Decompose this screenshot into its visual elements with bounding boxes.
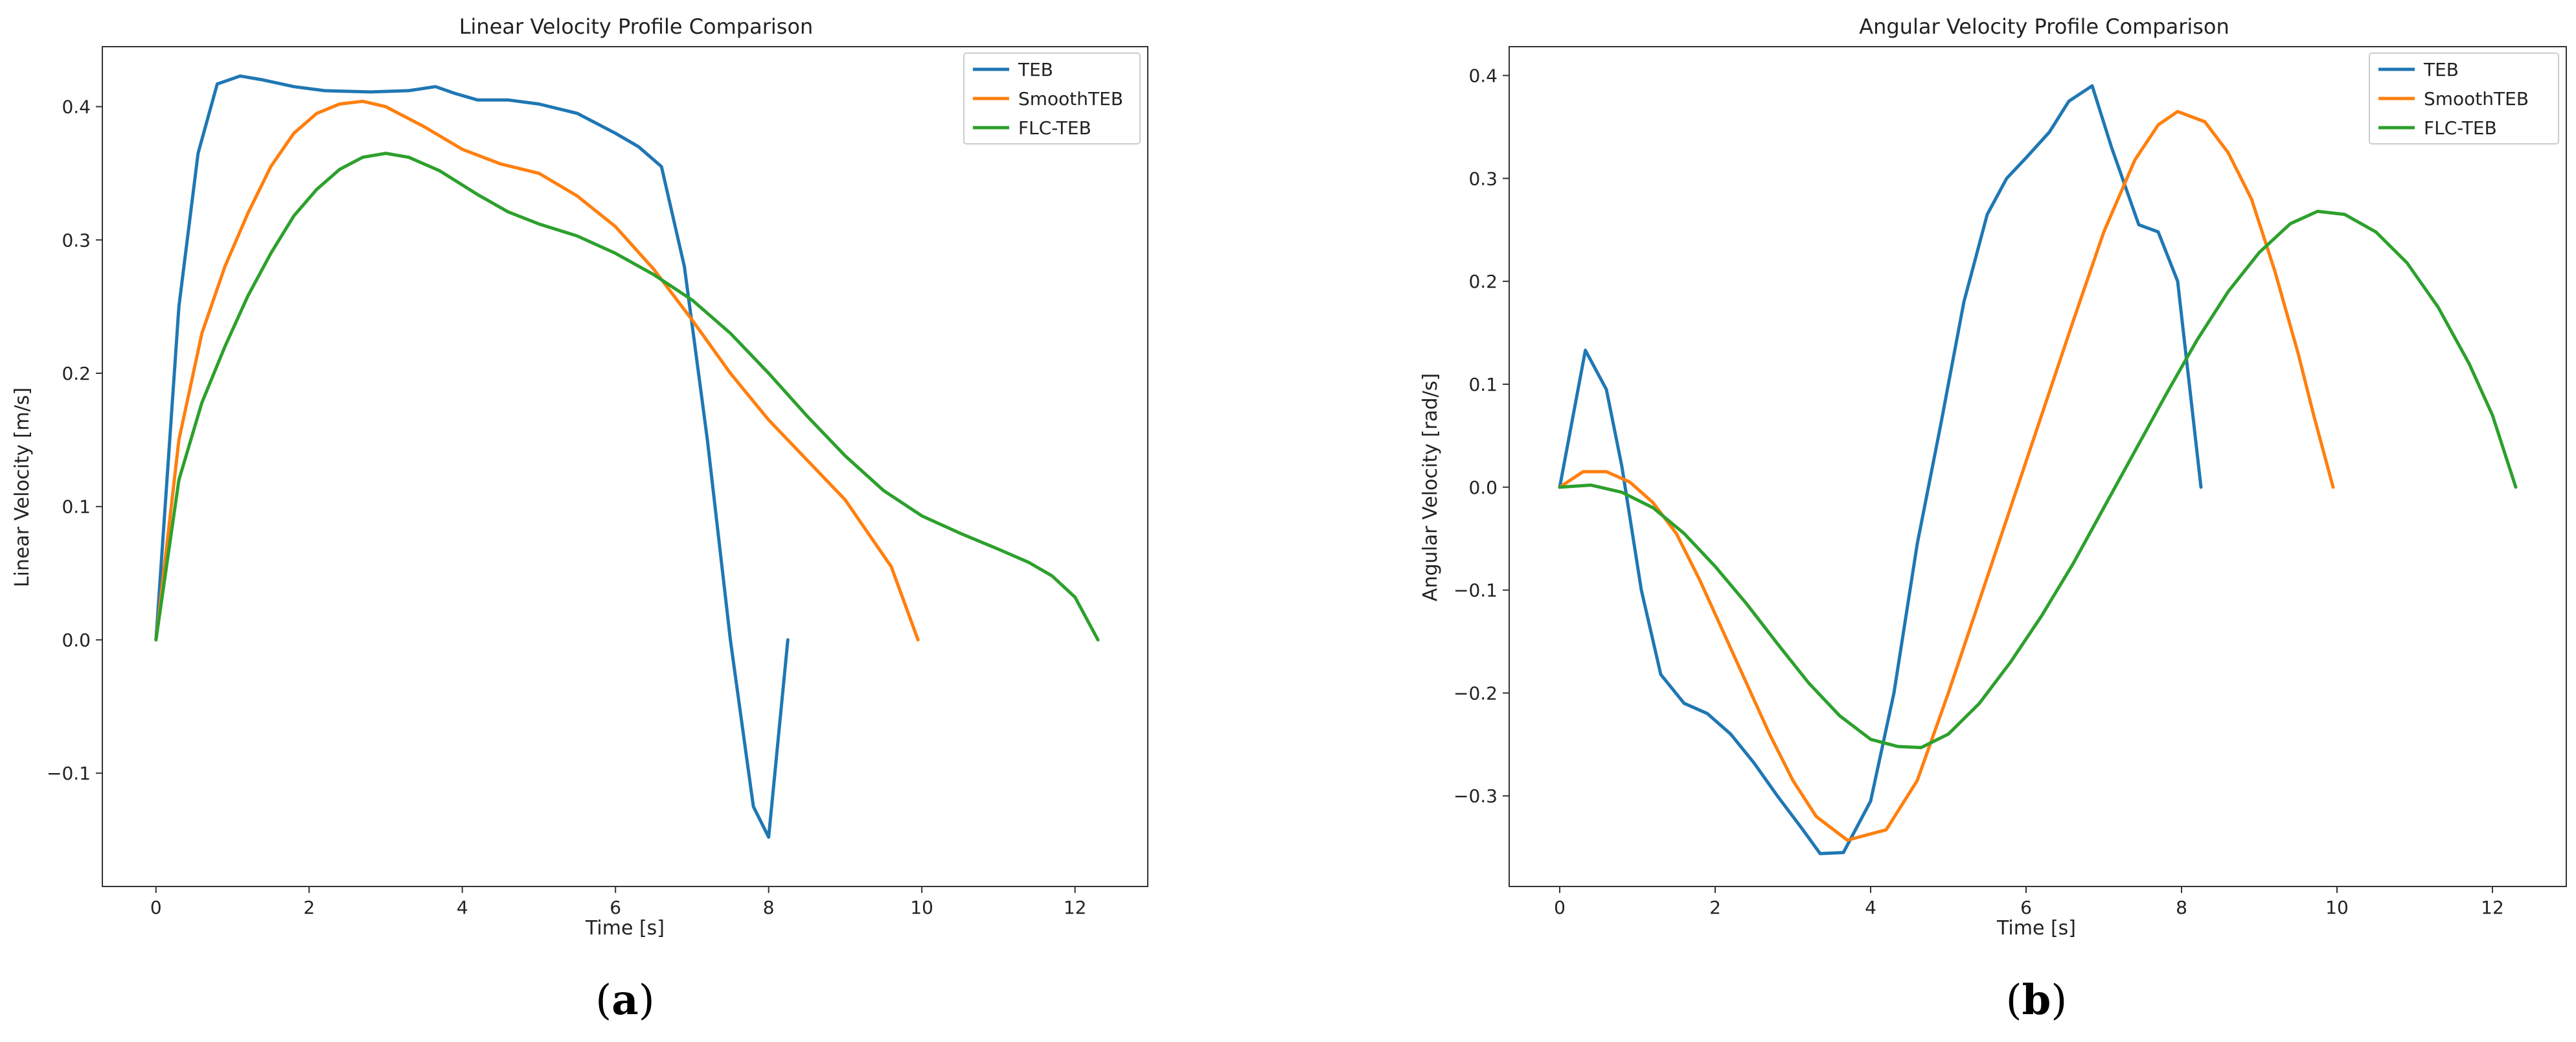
caption-b: (b) [2006,976,2068,1025]
legend-box [963,52,1141,145]
chart-title: Linear Velocity Profile Comparison [459,14,814,39]
x-tick-label: 8 [2176,897,2187,918]
series-line-teb [1558,84,2203,855]
series-line-smoothteb [1558,110,2335,842]
y-tick-label: 0.1 [1468,374,1498,395]
y-tick-label: −0.2 [1453,682,1498,704]
caption-letter: a [611,976,638,1025]
series-line-smoothteb [154,99,920,642]
x-tick-label: 10 [2325,897,2349,918]
y-axis-label: Angular Velocity [rad/s] [1419,373,1442,601]
y-tick-label: 0.2 [1468,271,1498,292]
x-tick-label: 2 [303,897,315,918]
x-tick-label: 2 [1709,897,1721,918]
x-tick-label: 6 [2020,897,2032,918]
series-line-teb [154,74,790,839]
y-tick-label: 0.0 [1468,477,1498,498]
x-tick-label: 0 [150,897,162,918]
caption-a: (a) [595,976,654,1025]
series-line-flc-teb [1558,209,2518,750]
y-tick-label: 0.4 [62,97,91,118]
series-group [1558,84,2518,855]
y-tick-label: 0.2 [62,363,91,384]
legend-box [2369,52,2559,145]
angular-velocity-chart: Angular Velocity Profile Comparison Time… [1419,14,2567,1025]
legend-label-teb: TEB [2423,59,2459,80]
series-line-flc-teb [154,152,1100,642]
legend-label-flc-teb: FLC-TEB [2424,117,2497,139]
legend: TEB SmoothTEB FLC-TEB [963,52,1141,145]
x-tick-label: 12 [1064,897,1087,918]
legend: TEB SmoothTEB FLC-TEB [2369,52,2559,145]
y-axis-label: Linear Velocity [m/s] [11,388,34,587]
y-tick-label: 0.3 [1468,168,1498,189]
legend-label-teb: TEB [1018,59,1053,80]
x-tick-label: 12 [2481,897,2504,918]
y-tick-label: 0.1 [62,496,91,518]
plot-frame [1509,46,2567,887]
y-tick-label: 0.4 [1468,65,1498,86]
series-group [154,74,1100,839]
chart-title: Angular Velocity Profile Comparison [1859,14,2229,39]
y-tick-label: 0.0 [62,629,91,651]
x-tick-label: 8 [763,897,775,918]
y-tick-label: −0.3 [1453,785,1498,807]
x-tick-label: 0 [1554,897,1566,918]
tick-group: 0 2 4 6 8 10 12 −0.1 0.0 0.1 0.2 0.3 0.4 [47,97,1086,918]
y-tick-label: 0.3 [62,229,91,251]
caption-letter: b [2022,976,2051,1025]
linear-velocity-chart: Linear Velocity Profile Comparison Time … [11,14,1148,1025]
x-axis-label: Time [s] [585,917,665,940]
x-tick-label: 6 [610,897,621,918]
x-tick-label: 10 [910,897,933,918]
y-tick-label: −0.1 [47,763,91,784]
plot-frame [102,46,1148,887]
legend-label-smoothteb: SmoothTEB [1018,88,1123,110]
tick-group: 0 2 4 6 8 10 12 −0.3 −0.2 −0.1 0.0 0.1 0.2 0.3 0.4 [1453,65,2504,918]
legend-label-smoothteb: SmoothTEB [2424,88,2529,110]
x-axis-label: Time [s] [1996,917,2076,940]
legend-label-flc-teb: FLC-TEB [1018,117,1091,139]
y-tick-label: −0.1 [1453,580,1498,601]
x-tick-label: 4 [1865,897,1876,918]
x-tick-label: 4 [457,897,468,918]
